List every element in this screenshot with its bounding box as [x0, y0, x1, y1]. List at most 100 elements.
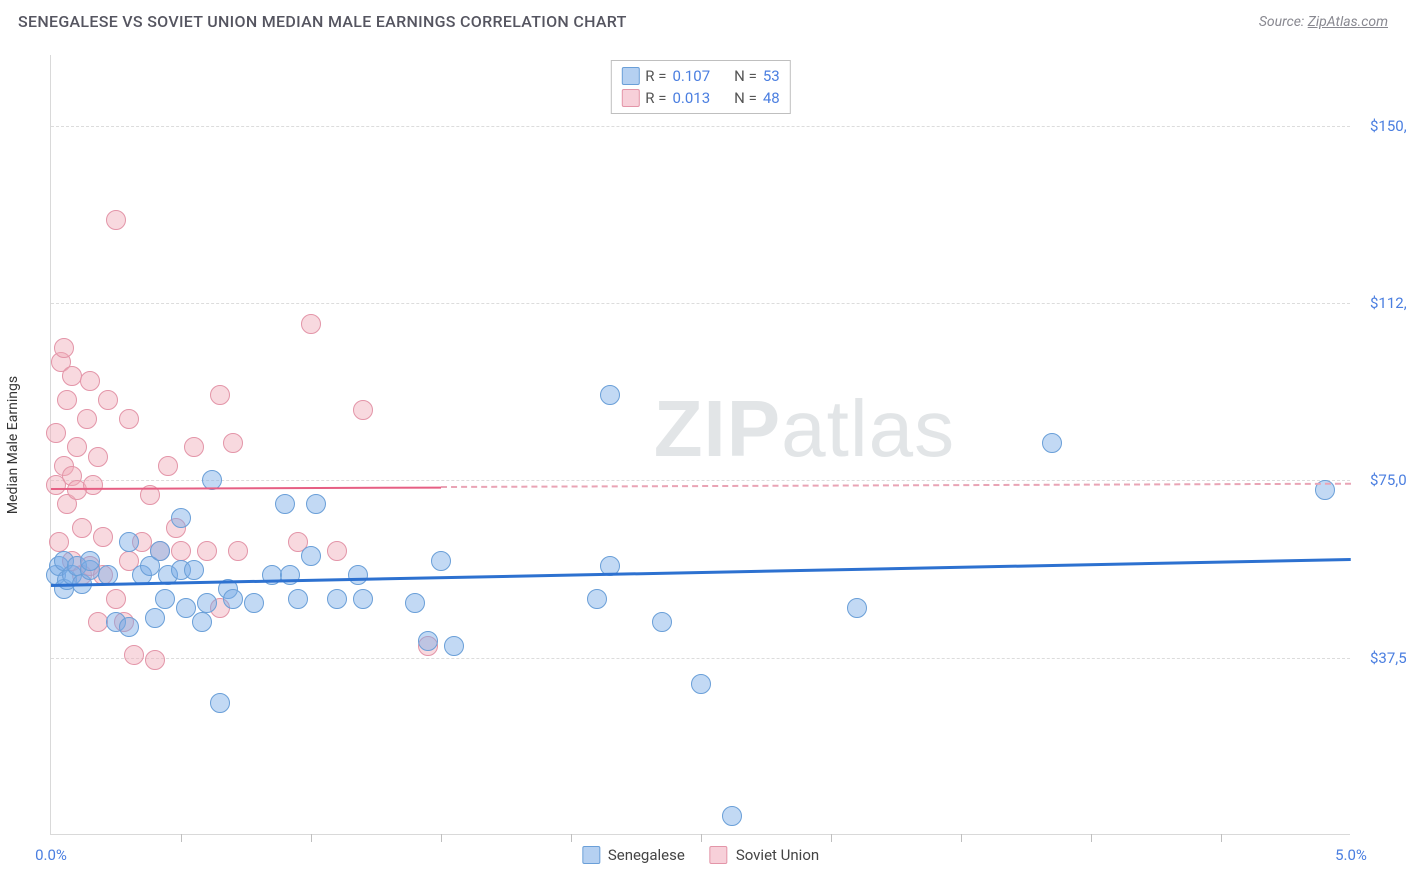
x-tick	[311, 834, 312, 842]
data-point	[348, 565, 368, 585]
y-axis-label: Median Male Earnings	[5, 375, 21, 513]
x-tick-label: 0.0%	[35, 846, 67, 864]
data-point	[184, 560, 204, 580]
data-point	[171, 508, 191, 528]
data-point	[197, 593, 217, 613]
data-point	[301, 314, 321, 334]
x-tick	[831, 834, 832, 842]
chart-title: SENEGALESE VS SOVIET UNION MEDIAN MALE E…	[18, 12, 627, 31]
data-point	[600, 385, 620, 405]
data-point	[46, 423, 66, 443]
data-point	[62, 366, 82, 386]
chart-container: Median Male Earnings ZIPatlas R =0.107N …	[50, 55, 1380, 835]
x-tick	[1091, 834, 1092, 842]
stats-legend: R =0.107N =53R =0.013N =48	[610, 60, 790, 114]
gridline	[51, 303, 1350, 304]
series-legend: Senegalese Soviet Union	[582, 846, 819, 864]
source-attribution: Source: ZipAtlas.com	[1259, 14, 1388, 30]
data-point	[306, 494, 326, 514]
data-point	[158, 456, 178, 476]
y-tick-label: $112,500	[1370, 294, 1406, 312]
data-point	[1042, 433, 1062, 453]
data-point	[587, 589, 607, 609]
data-point	[288, 589, 308, 609]
data-point	[210, 693, 230, 713]
gridline	[51, 480, 1350, 481]
x-tick	[961, 834, 962, 842]
trend-line	[51, 486, 441, 489]
data-point	[119, 617, 139, 637]
data-point	[691, 674, 711, 694]
y-tick-label: $75,000	[1370, 471, 1406, 489]
series-legend-item: Senegalese	[582, 846, 685, 864]
legend-swatch	[582, 846, 600, 864]
data-point	[171, 541, 191, 561]
watermark: ZIPatlas	[654, 383, 955, 475]
data-point	[353, 589, 373, 609]
data-point	[77, 409, 97, 429]
data-point	[353, 400, 373, 420]
y-tick-label: $150,000	[1370, 117, 1406, 135]
data-point	[405, 593, 425, 613]
x-tick	[571, 834, 572, 842]
data-point	[197, 541, 217, 561]
gridline	[51, 126, 1350, 127]
source-link[interactable]: ZipAtlas.com	[1308, 14, 1388, 30]
data-point	[431, 551, 451, 571]
plot-area: Median Male Earnings ZIPatlas R =0.107N …	[50, 55, 1350, 835]
data-point	[722, 806, 742, 826]
trend-line	[441, 483, 1351, 488]
data-point	[93, 527, 113, 547]
stats-legend-row: R =0.013N =48	[621, 87, 779, 109]
data-point	[847, 598, 867, 618]
data-point	[223, 589, 243, 609]
data-point	[155, 589, 175, 609]
data-point	[145, 608, 165, 628]
data-point	[652, 612, 672, 632]
series-legend-item: Soviet Union	[710, 846, 819, 864]
data-point	[98, 390, 118, 410]
data-point	[192, 612, 212, 632]
data-point	[244, 593, 264, 613]
chart-header: SENEGALESE VS SOVIET UNION MEDIAN MALE E…	[0, 0, 1406, 39]
data-point	[72, 518, 92, 538]
data-point	[119, 409, 139, 429]
data-point	[83, 475, 103, 495]
data-point	[150, 541, 170, 561]
legend-swatch	[621, 67, 639, 85]
data-point	[119, 532, 139, 552]
data-point	[327, 589, 347, 609]
data-point	[275, 494, 295, 514]
data-point	[444, 636, 464, 656]
data-point	[228, 541, 248, 561]
data-point	[80, 371, 100, 391]
stats-legend-row: R =0.107N =53	[621, 65, 779, 87]
data-point	[223, 433, 243, 453]
data-point	[80, 551, 100, 571]
data-point	[145, 650, 165, 670]
legend-swatch	[621, 89, 639, 107]
x-tick	[1221, 834, 1222, 842]
data-point	[49, 532, 69, 552]
data-point	[327, 541, 347, 561]
data-point	[106, 589, 126, 609]
gridline	[51, 658, 1350, 659]
x-tick	[441, 834, 442, 842]
data-point	[88, 447, 108, 467]
data-point	[301, 546, 321, 566]
data-point	[210, 385, 230, 405]
data-point	[67, 437, 87, 457]
data-point	[106, 210, 126, 230]
x-tick	[181, 834, 182, 842]
trend-line	[51, 558, 1351, 587]
x-tick-label: 5.0%	[1335, 846, 1367, 864]
x-tick	[701, 834, 702, 842]
data-point	[124, 645, 144, 665]
data-point	[54, 338, 74, 358]
legend-swatch	[710, 846, 728, 864]
data-point	[184, 437, 204, 457]
y-tick-label: $37,500	[1370, 649, 1406, 667]
data-point	[88, 612, 108, 632]
data-point	[418, 631, 438, 651]
data-point	[57, 390, 77, 410]
